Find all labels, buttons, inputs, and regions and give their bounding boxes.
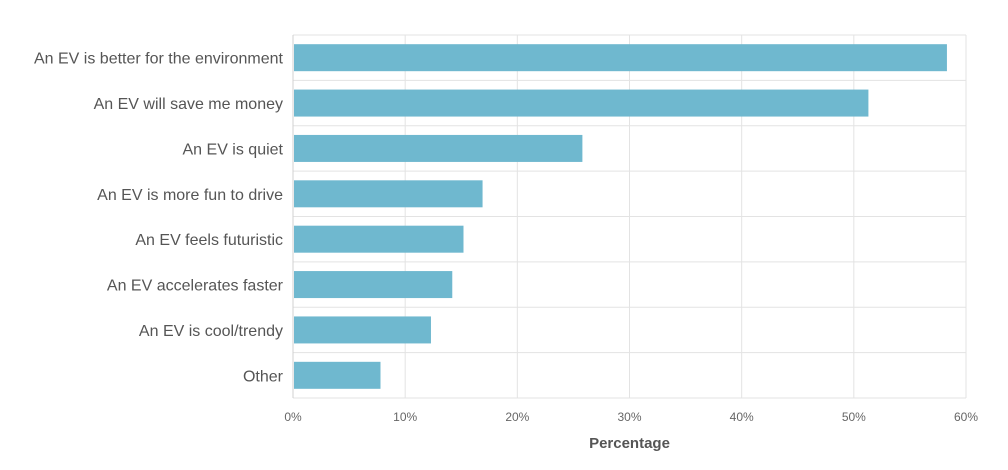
bar [294, 44, 947, 72]
category-labels: An EV is better for the environment An EV… [34, 51, 284, 386]
bar [294, 225, 464, 253]
category-label: Other [243, 368, 284, 385]
category-label: An EV accelerates faster [107, 278, 284, 295]
x-tick-label: 40% [730, 410, 754, 424]
bar [294, 316, 431, 344]
bar [294, 134, 583, 162]
category-label: An EV is quiet [183, 141, 284, 158]
bar [294, 89, 869, 117]
bar [294, 361, 381, 389]
bar [294, 180, 483, 208]
bars [294, 44, 947, 389]
bar [294, 271, 453, 299]
category-label: An EV is cool/trendy [139, 323, 283, 340]
category-label: An EV feels futuristic [135, 232, 283, 249]
category-label: An EV will save me money [94, 96, 283, 113]
x-tick-label: 20% [505, 410, 529, 424]
category-label: An EV is more fun to drive [97, 187, 283, 204]
x-tick-label: 30% [617, 410, 641, 424]
x-tick-label: 60% [954, 410, 978, 424]
x-axis-title: Percentage [589, 435, 670, 452]
grid [292, 34, 967, 399]
x-tick-label: 50% [842, 410, 866, 424]
category-label: An EV is better for the environment [34, 51, 284, 68]
x-tick-label: 0% [284, 410, 302, 424]
x-tick-label: 10% [393, 410, 417, 424]
x-tick-labels: 0% 10% 20% 30% 40% 50% 60% [284, 410, 978, 424]
